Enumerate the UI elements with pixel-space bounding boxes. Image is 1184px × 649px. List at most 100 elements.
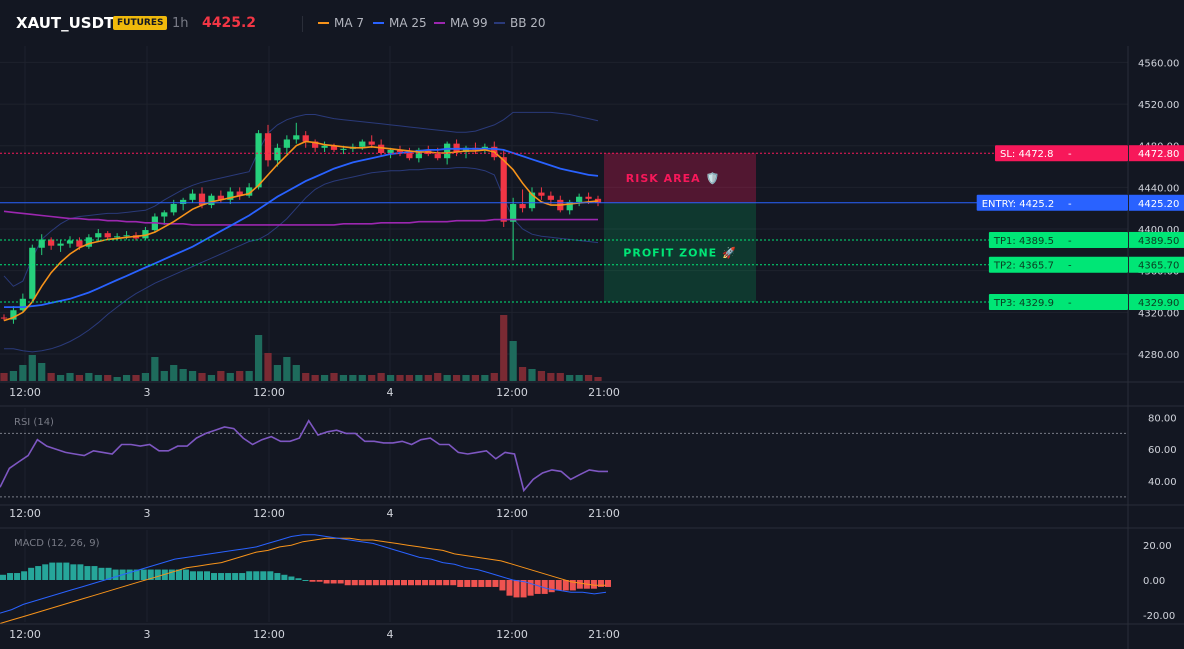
volume-bar — [584, 375, 593, 381]
symbol-name[interactable]: XAUT_USDT — [16, 14, 115, 32]
macd-hist-bar — [422, 580, 429, 586]
last-price: 4425.2 — [202, 15, 257, 31]
candle-body — [57, 243, 64, 246]
volume-bar — [19, 365, 27, 381]
macd-hist-bar — [506, 580, 513, 596]
macd-hist-bar — [91, 566, 98, 580]
entry-axis-tag-value: 4425.20 — [1138, 199, 1179, 210]
time-tick-label: 12:00 — [496, 628, 528, 641]
volume-bar — [368, 375, 376, 381]
macd-hist-bar — [576, 580, 583, 589]
volume-bar — [273, 365, 282, 381]
volume-bar — [160, 371, 168, 381]
volume-bar — [537, 371, 546, 381]
macd-hist-bar — [175, 569, 182, 580]
tp3-tag-sep: - — [1068, 298, 1072, 309]
price-pane[interactable] — [0, 111, 602, 381]
tp1-tag-label: TP1: 4389.5 — [993, 236, 1054, 247]
legend-ma99[interactable]: MA 99 — [434, 16, 488, 30]
candle-body — [415, 149, 422, 159]
macd-hist-bar — [253, 571, 260, 580]
macd-hist-bar — [274, 573, 281, 580]
macd-hist-bar — [232, 573, 239, 580]
time-tick-label: 12:00 — [253, 386, 285, 399]
volume-bar — [434, 373, 442, 381]
trade-overlay: RISK AREA 🛡️ PROFIT ZONE 🚀 SL: 4472.8 - 4472… — [0, 145, 1184, 311]
macd-hist-bar — [7, 573, 14, 580]
macd-pane[interactable]: MACD (12, 26, 9) — [0, 534, 611, 624]
candle-body — [321, 145, 328, 148]
time-tick-label: 4 — [387, 628, 394, 641]
candle-body — [396, 149, 404, 152]
header-divider — [302, 16, 303, 32]
candle-body — [378, 144, 385, 154]
entry-tag-sep: - — [1068, 199, 1072, 210]
time-tick-label: 12:00 — [9, 507, 41, 520]
candle-body — [538, 192, 545, 196]
macd-tick-label: 0.00 — [1143, 576, 1165, 587]
candle-body — [283, 139, 290, 148]
legend-ma25-label: MA 25 — [389, 16, 427, 30]
macd-hist-bar — [225, 573, 232, 580]
macd-hist-bar — [154, 569, 161, 580]
legend-bb20-label: BB 20 — [510, 16, 546, 30]
candle-body — [444, 143, 451, 159]
candle-body — [38, 239, 45, 248]
candle-body — [293, 135, 300, 140]
macd-hist-bar — [443, 580, 450, 586]
time-tick-label: 21:00 — [588, 507, 620, 520]
time-tick-label: 4 — [387, 386, 394, 399]
candle-body — [340, 148, 347, 150]
legend-bb20[interactable]: BB 20 — [494, 16, 546, 30]
volume-bar — [452, 375, 461, 381]
volume-bar — [66, 373, 74, 381]
macd-hist-bar — [70, 564, 77, 580]
macd-hist-bar — [604, 580, 611, 587]
bb20-swatch-icon — [494, 22, 505, 24]
volume-bar — [547, 373, 555, 381]
candle-body — [198, 193, 206, 206]
legend-ma7[interactable]: MA 7 — [318, 16, 364, 30]
macd-hist-bar — [239, 573, 246, 580]
legend-ma25[interactable]: MA 25 — [373, 16, 427, 30]
sl-tag-sep: - — [1068, 149, 1072, 160]
volume-bar — [481, 375, 489, 381]
volume-bar — [396, 375, 404, 381]
rsi-title: RSI (14) — [14, 417, 54, 428]
candle-body — [114, 236, 121, 238]
volume-bar — [47, 373, 55, 381]
tp1-axis-tag-bg — [1129, 231, 1184, 248]
tp3-tag-label: TP3: 4329.9 — [993, 298, 1054, 309]
macd-hist-bar — [436, 580, 443, 586]
axes: 4560.00 4520.00 4 4 80.00 4440.00 4400.00 4 3 60.… — [0, 46, 1184, 649]
candle-body — [312, 141, 319, 148]
volume-bar — [9, 371, 18, 381]
volume-bar — [38, 363, 46, 381]
volume-bar — [28, 355, 36, 381]
macd-hist-bar — [56, 562, 63, 580]
rsi-pane[interactable]: RSI (14) — [0, 417, 1128, 498]
volume-bar — [85, 373, 93, 381]
tp1-axis-tag-value: 4389.50 — [1138, 236, 1179, 247]
candle-body — [123, 235, 130, 237]
volume-bar — [94, 375, 102, 381]
macd-hist-bar — [246, 571, 253, 580]
volume-bar — [556, 373, 564, 381]
volume-bar — [528, 369, 536, 381]
timeframe-selector[interactable]: 1h — [172, 16, 189, 31]
macd-hist-bar — [218, 573, 225, 580]
price-tick-label: 4320.00 — [1138, 308, 1179, 319]
legend-ma99-label: MA 99 — [450, 16, 488, 30]
ma99-line — [3, 210, 598, 226]
entry-axis-tag-bg — [1129, 194, 1184, 211]
profit-zone-area — [604, 202, 756, 303]
ma7-line — [3, 140, 599, 322]
time-tick-label: 12:00 — [9, 628, 41, 641]
macd-hist-bar — [98, 567, 105, 580]
volume-bar — [56, 375, 65, 381]
tp2-tag-sep: - — [1068, 261, 1072, 272]
volume-bar — [330, 373, 338, 381]
macd-hist-bar — [386, 580, 393, 586]
volume-bar — [179, 369, 187, 381]
